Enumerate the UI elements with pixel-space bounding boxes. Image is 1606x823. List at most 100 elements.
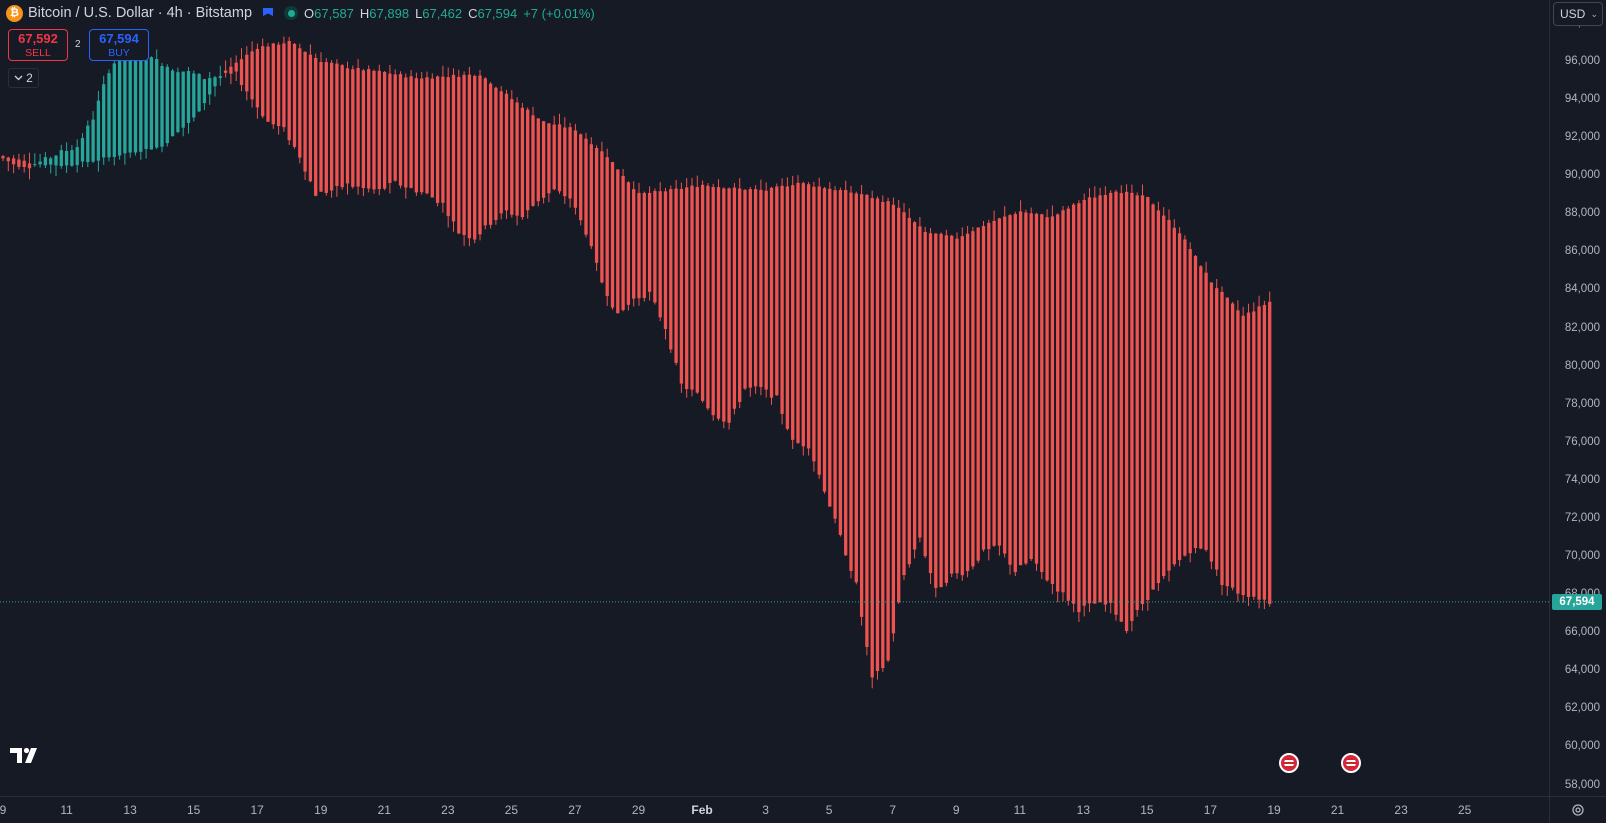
candle-body xyxy=(992,220,996,546)
settings-button[interactable] xyxy=(1549,796,1606,823)
candle-body xyxy=(923,231,927,557)
candle-body xyxy=(382,72,387,189)
candle-body xyxy=(144,46,148,150)
candle-body xyxy=(128,43,132,153)
candle-body xyxy=(955,238,959,574)
candle-body xyxy=(828,188,832,507)
candle-body xyxy=(186,70,191,123)
candle-body xyxy=(1151,204,1155,590)
candlestick-chart[interactable] xyxy=(0,0,1549,796)
candle-body xyxy=(859,194,864,617)
time-tick-label: 21 xyxy=(377,803,391,817)
time-axis[interactable]: 9 11 13 15 17 19 21 23 25 27 29 Feb 3 5 7 9 11 13 15 17 19 21… xyxy=(0,796,1549,823)
candle-body xyxy=(939,233,943,588)
candle-body xyxy=(1050,216,1055,585)
candle-body xyxy=(1156,210,1161,584)
candle-body xyxy=(356,67,360,187)
time-tick-label: 15 xyxy=(186,803,201,817)
time-tick-label: 13 xyxy=(123,803,137,817)
candle-body xyxy=(1177,233,1182,561)
buy-price: 67,594 xyxy=(99,31,139,46)
candle-body xyxy=(626,182,631,305)
price-tick-label: 88,000 xyxy=(1564,207,1600,220)
candle-body xyxy=(451,74,456,222)
chart-pane[interactable] xyxy=(0,0,1549,796)
candle-body xyxy=(844,190,848,556)
candle-body xyxy=(1172,227,1176,565)
time-tick-label: 9 xyxy=(0,803,7,817)
candle-body xyxy=(1162,215,1166,577)
candle-body xyxy=(1018,211,1023,566)
symbol-title[interactable]: Bitcoin / U.S. Dollar · 4h · Bitstamp xyxy=(28,5,253,21)
candle-body xyxy=(107,73,111,158)
currency-select[interactable]: USD ⌄ xyxy=(1553,2,1603,26)
candle-body xyxy=(748,189,752,388)
candle-body xyxy=(642,193,646,298)
flag-icon[interactable] xyxy=(262,7,274,20)
candle-body xyxy=(663,191,668,329)
candle-body xyxy=(557,124,562,192)
indicators-collapse-button[interactable]: 2 xyxy=(8,68,39,88)
candle-body xyxy=(563,127,567,197)
chevron-down-icon xyxy=(14,75,23,81)
candle-body xyxy=(1098,195,1102,602)
candle-body xyxy=(552,124,556,190)
us-flag-event-icon[interactable] xyxy=(1341,753,1361,773)
candle-body xyxy=(176,72,180,132)
candle-body xyxy=(1241,315,1245,596)
candle-body xyxy=(806,184,811,449)
candle-body xyxy=(1246,312,1251,598)
candle-body xyxy=(223,70,228,73)
candle-body xyxy=(796,182,800,443)
candle-body xyxy=(987,222,991,550)
candle-body xyxy=(584,138,588,235)
candle-body xyxy=(976,227,980,561)
candle-body xyxy=(685,187,689,390)
candle-body xyxy=(886,201,890,661)
candle-body xyxy=(791,185,795,440)
candle-body xyxy=(255,48,260,108)
candle-body xyxy=(632,189,636,299)
time-tick-label: 29 xyxy=(631,803,646,817)
tradingview-logo-icon[interactable] xyxy=(10,747,42,764)
candle-body xyxy=(838,189,843,535)
candle-body xyxy=(944,235,949,583)
candle-body xyxy=(1167,220,1171,571)
candle-body xyxy=(319,62,323,192)
price-tick-label: 96,000 xyxy=(1564,54,1600,67)
time-tick-label: 11 xyxy=(60,803,73,817)
price-axis[interactable]: 98,00096,00094,00092,00090,00088,00086,0… xyxy=(1549,0,1606,796)
candle-body xyxy=(600,151,604,283)
candle-body xyxy=(1029,213,1033,559)
candle-body xyxy=(875,198,880,672)
candle-body xyxy=(377,70,381,190)
candle-body xyxy=(610,162,615,308)
settings-icon xyxy=(1572,804,1584,816)
candle-body xyxy=(653,190,657,303)
candle-body xyxy=(1003,216,1007,554)
candle-body xyxy=(409,76,413,188)
price-tick-label: 80,000 xyxy=(1564,359,1600,372)
sell-button[interactable]: 67,592 SELL xyxy=(8,29,68,61)
candle-body xyxy=(1082,200,1086,606)
candle-body xyxy=(547,123,551,194)
candle-body xyxy=(727,188,731,423)
candle-body xyxy=(133,42,138,153)
candle-body xyxy=(462,74,466,235)
candle-body xyxy=(425,77,429,194)
spread-value: 2 xyxy=(75,39,81,50)
candle-body xyxy=(1199,266,1203,549)
candle-body xyxy=(1077,203,1081,613)
candle-body xyxy=(918,226,922,538)
candle-body xyxy=(679,188,684,384)
candle-body xyxy=(568,127,572,199)
candle-body xyxy=(753,189,758,387)
candle-body xyxy=(1230,303,1235,588)
candle-body xyxy=(245,54,249,92)
candle-body xyxy=(822,188,827,492)
candle-body xyxy=(86,125,90,163)
buy-button[interactable]: 67,594 BUY xyxy=(89,29,149,61)
us-flag-event-icon[interactable] xyxy=(1279,753,1299,773)
market-status-icon[interactable] xyxy=(284,6,299,20)
time-tick-label: 5 xyxy=(825,803,833,817)
